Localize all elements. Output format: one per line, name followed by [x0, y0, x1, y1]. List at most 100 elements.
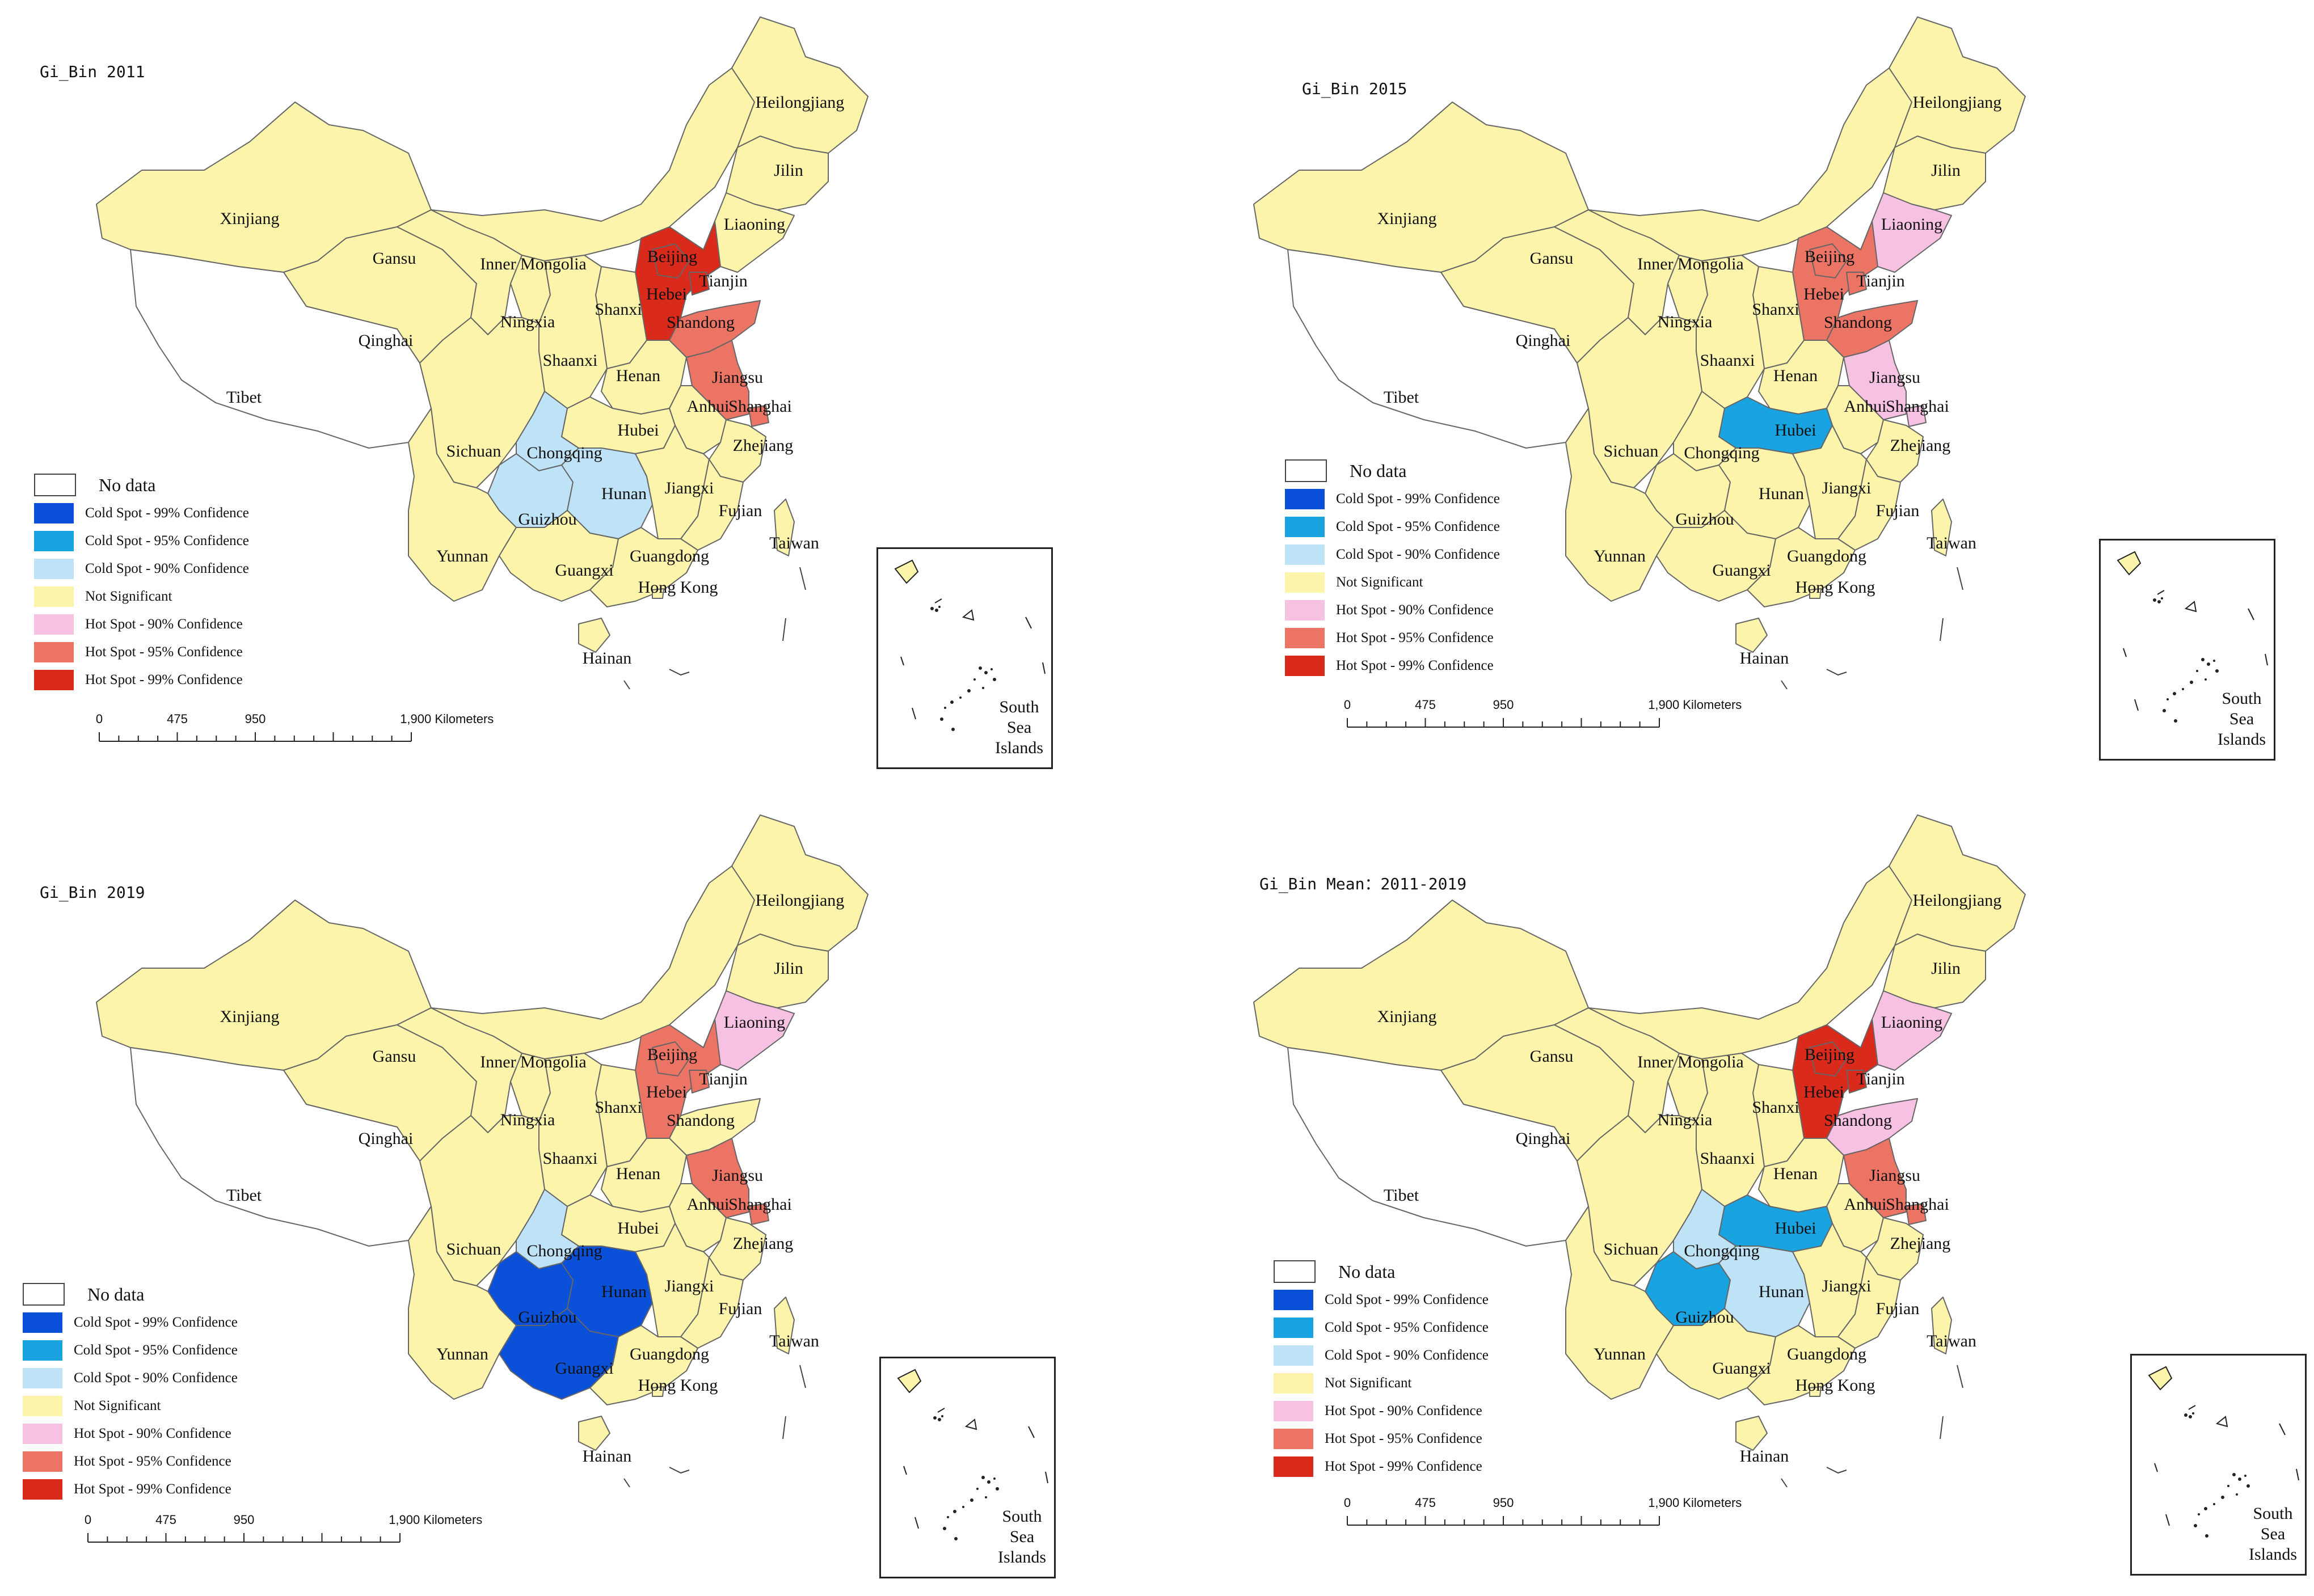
legend-label: Cold Spot - 99% Confidence [1336, 491, 1500, 506]
legend-item: Not Significant [34, 582, 249, 610]
province-label: Gansu [1530, 249, 1574, 268]
province-label: Tibet [1384, 1186, 1419, 1205]
legend-label: Hot Spot - 95% Confidence [85, 644, 243, 660]
province-label: Xinjiang [1377, 1007, 1437, 1026]
province-shanghai [1906, 1203, 1927, 1225]
province-label: Hainan [583, 1447, 632, 1466]
province-hainan [1735, 1416, 1768, 1451]
province-label: Beijing [1805, 247, 1854, 266]
map-title: Gi_Bin Mean：2011-2019 [1259, 875, 1467, 893]
legend-swatch [1285, 544, 1325, 565]
legend-label: Hot Spot - 99% Confidence [74, 1481, 231, 1497]
inset-label-line: South [999, 698, 1039, 716]
province-label: Chongqing [526, 1242, 602, 1260]
province-innermongolia [431, 67, 755, 261]
legend-label: Cold Spot - 95% Confidence [1325, 1319, 1489, 1335]
province-label: Tianjin [1856, 272, 1905, 290]
province-label: Jiangxi [1822, 1277, 1872, 1295]
legend-swatch [1274, 1428, 1313, 1449]
province-label: Gansu [373, 249, 416, 268]
legend-label: Cold Spot - 90% Confidence [74, 1370, 238, 1386]
province-label: Jiangxi [1822, 479, 1872, 497]
province-label: Jilin [774, 959, 803, 978]
legend-swatch [1274, 1345, 1313, 1366]
province-label: Shanxi [1752, 300, 1799, 319]
province-label: Liaoning [724, 1013, 785, 1032]
province-hongkong [652, 1386, 664, 1397]
province-label: Shandong [667, 313, 735, 332]
province-innermongolia [431, 865, 755, 1059]
scale-tick-label: 950 [1493, 698, 1514, 712]
province-label: Shaanxi [1700, 351, 1755, 370]
legend-label: Cold Spot - 90% Confidence [1325, 1347, 1489, 1363]
map-title: Gi_Bin 2011 [40, 62, 145, 81]
legend-swatch [23, 1283, 65, 1306]
province-label: Fujian [719, 501, 762, 520]
scale-tick-label: 475 [1415, 1496, 1436, 1510]
legend-swatch [34, 558, 74, 579]
province-label: Hebei [646, 285, 687, 303]
province-label: Xinjiang [220, 1007, 280, 1026]
province-label: Hong Kong [1795, 1376, 1875, 1395]
south-sea-inset: South Sea Islands [2099, 539, 2275, 761]
legend-no-data: No data [1274, 1257, 1489, 1286]
province-label: Xinjiang [1377, 209, 1437, 228]
province-fujian [680, 459, 744, 551]
province-hunan [1718, 447, 1810, 539]
province-yunnan [1565, 408, 1674, 602]
province-label: Taiwan [769, 534, 819, 552]
province-label: Tianjin [1856, 1070, 1905, 1088]
province-hunan [1718, 1245, 1810, 1337]
province-label: Guangdong [630, 1345, 709, 1363]
legend-swatch [1285, 627, 1325, 648]
province-hunan [561, 1245, 653, 1337]
province-tianjin [689, 1070, 710, 1093]
map-title: Gi_Bin 2019 [40, 883, 145, 902]
legend-swatch [1274, 1373, 1313, 1394]
legend-label: Hot Spot - 99% Confidence [1336, 657, 1494, 673]
legend-label: No data [1338, 1261, 1396, 1282]
province-label: Guizhou [1675, 510, 1734, 529]
province-hongkong [1809, 1386, 1822, 1397]
legend-swatch [34, 586, 74, 607]
province-label: Inner Mongolia [1637, 1053, 1743, 1071]
legend-item: Not Significant [1274, 1369, 1489, 1397]
inset-map [2148, 1366, 2299, 1538]
province-label: Sichuan [1604, 442, 1659, 461]
province-hainan [1735, 618, 1768, 653]
province-label: Hunan [601, 484, 647, 503]
province-label: Guizhou [1675, 1308, 1734, 1327]
province-label: Beijing [647, 247, 697, 266]
province-label: Shaanxi [543, 351, 598, 370]
province-guangdong [589, 527, 698, 607]
province-label: Xinjiang [220, 209, 280, 228]
scale-bar: 0 475 950 1,900 Kilometers [85, 1513, 482, 1552]
inset-map [897, 1369, 1048, 1540]
province-label: Hong Kong [1795, 578, 1875, 597]
legend-label: No data [99, 474, 156, 495]
legend-label: Hot Spot - 90% Confidence [74, 1425, 231, 1441]
province-label: Tianjin [699, 272, 748, 290]
legend-swatch [23, 1451, 62, 1472]
legend-swatch [1285, 488, 1325, 509]
inset-label: South Sea Islands [995, 697, 1043, 758]
province-hongkong [652, 588, 664, 599]
province-label: Tibet [1384, 388, 1419, 407]
province-label: Jiangsu [1869, 368, 1920, 387]
province-label: Hunan [1759, 1282, 1804, 1301]
province-label: Ningxia [500, 313, 555, 331]
province-label: Yunnan [1594, 547, 1646, 565]
legend-label: Cold Spot - 95% Confidence [74, 1342, 238, 1358]
province-label: Ningxia [1658, 1111, 1713, 1129]
province-label: Shanghai [1886, 397, 1949, 416]
legend-swatch [34, 503, 74, 523]
map-panel-mean: Xinjiang Tibet Qinghai Gansu Inner Mongolia H… [1157, 798, 2314, 1596]
legend-label: No data [1350, 460, 1407, 481]
province-label: Tibet [226, 1186, 262, 1205]
province-label: Qinghai [1516, 1129, 1571, 1148]
province-shaanxi [538, 1053, 608, 1207]
province-label: Qinghai [359, 1129, 414, 1148]
province-label: Chongqing [1684, 1242, 1759, 1260]
inset-label-line: South [2222, 689, 2262, 708]
province-fujian [1837, 459, 1901, 551]
